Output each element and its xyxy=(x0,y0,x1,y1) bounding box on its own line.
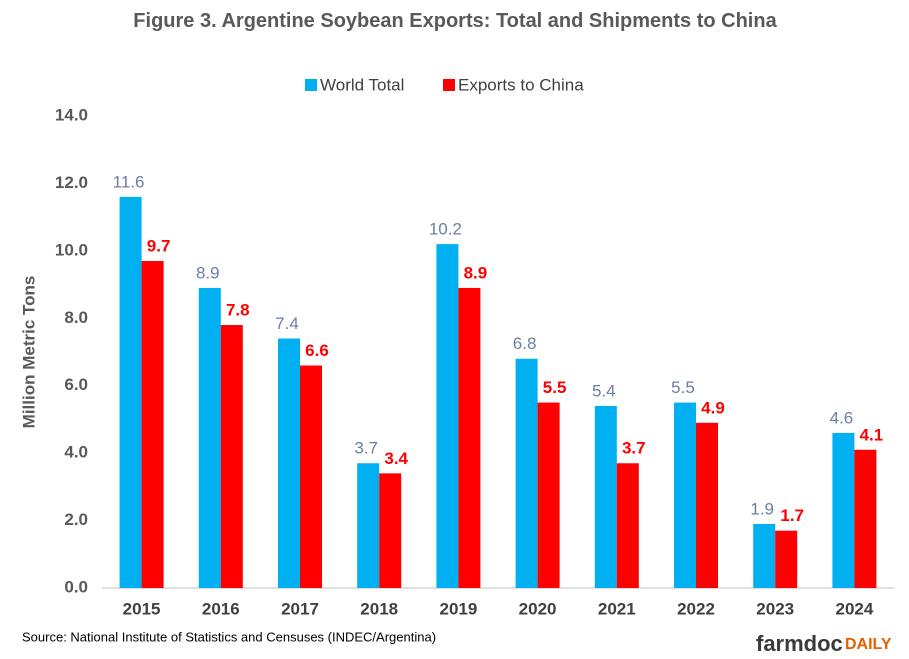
value-label: 5.5 xyxy=(543,378,567,397)
y-axis-label: Million Metric Tons xyxy=(19,276,38,429)
value-label: 8.9 xyxy=(464,263,488,282)
x-tick-label: 2018 xyxy=(360,599,398,618)
source: Source: National Institute of Statistics… xyxy=(22,629,436,644)
value-label: 1.9 xyxy=(750,499,774,518)
value-label: 11.6 xyxy=(113,172,145,191)
x-tick-label: 2020 xyxy=(519,599,557,618)
x-tick-label: 2019 xyxy=(439,599,477,618)
legend-label: Exports to China xyxy=(458,75,584,94)
x-tick-label: 2022 xyxy=(677,599,715,618)
y-tick-label: 8.0 xyxy=(64,308,88,327)
value-label: 4.6 xyxy=(830,408,854,427)
x-tick-label: 2024 xyxy=(835,599,873,618)
value-label: 5.4 xyxy=(592,381,616,400)
bar xyxy=(775,530,798,588)
bar xyxy=(278,338,300,588)
value-label: 1.7 xyxy=(780,506,804,525)
bar xyxy=(198,287,221,588)
x-tick-label: 2017 xyxy=(281,599,319,618)
y-tick-label: 0.0 xyxy=(64,577,88,596)
bar xyxy=(379,473,402,588)
value-label: 6.8 xyxy=(513,334,537,353)
legend-swatch xyxy=(305,79,317,91)
y-tick-label: 12.0 xyxy=(55,173,88,192)
bar xyxy=(141,260,164,588)
y-tick-label: 6.0 xyxy=(64,375,88,394)
value-label: 3.7 xyxy=(354,439,378,458)
x-tick-label: 2016 xyxy=(202,599,240,618)
value-label: 4.9 xyxy=(701,398,725,417)
value-label: 3.7 xyxy=(622,439,646,458)
bar xyxy=(515,358,538,588)
bar xyxy=(436,244,459,588)
logo-part: farmdoc xyxy=(756,631,843,656)
value-label: 3.4 xyxy=(384,449,408,468)
x-tick-label: 2015 xyxy=(123,599,161,618)
bar xyxy=(674,402,696,588)
bar xyxy=(594,405,617,588)
bar xyxy=(854,449,877,588)
legend-swatch xyxy=(443,79,455,91)
bar xyxy=(119,196,142,588)
bar xyxy=(753,523,776,588)
bar xyxy=(616,463,639,588)
bar xyxy=(696,422,718,588)
value-label: 6.6 xyxy=(305,341,329,360)
value-label: 10.2 xyxy=(429,220,462,239)
y-tick-label: 14.0 xyxy=(55,105,88,124)
value-label: 4.1 xyxy=(860,425,884,444)
bar xyxy=(458,287,481,588)
bar xyxy=(220,325,243,588)
value-label: 9.7 xyxy=(147,236,171,255)
bar xyxy=(537,402,560,588)
value-label: 8.9 xyxy=(196,263,220,282)
bar xyxy=(300,365,322,588)
value-label: 7.4 xyxy=(275,314,299,333)
y-tick-label: 4.0 xyxy=(64,443,88,462)
logo-part: DAILY xyxy=(845,636,892,653)
bar xyxy=(832,432,855,588)
x-tick-label: 2023 xyxy=(756,599,794,618)
y-tick-label: 10.0 xyxy=(55,240,88,259)
value-label: 5.5 xyxy=(671,378,695,397)
value-label: 7.8 xyxy=(226,301,250,320)
y-tick-label: 2.0 xyxy=(64,510,88,529)
x-tick-label: 2021 xyxy=(598,599,636,618)
legend-label: World Total xyxy=(320,75,404,94)
bar xyxy=(357,463,380,588)
chart-title: Figure 3. Argentine Soybean Exports: Tot… xyxy=(133,10,777,32)
